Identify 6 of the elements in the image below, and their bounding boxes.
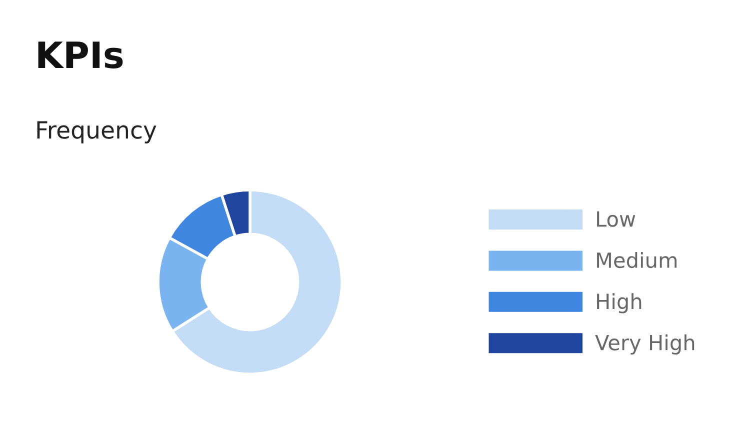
legend-label: Medium <box>597 252 677 268</box>
legend-label: Low <box>597 211 636 227</box>
chart-title: KPIs <box>38 42 123 68</box>
chart-subtitle: Frequency <box>37 121 156 144</box>
legend-label: Very High <box>595 334 694 355</box>
legend-label: High <box>597 293 642 314</box>
